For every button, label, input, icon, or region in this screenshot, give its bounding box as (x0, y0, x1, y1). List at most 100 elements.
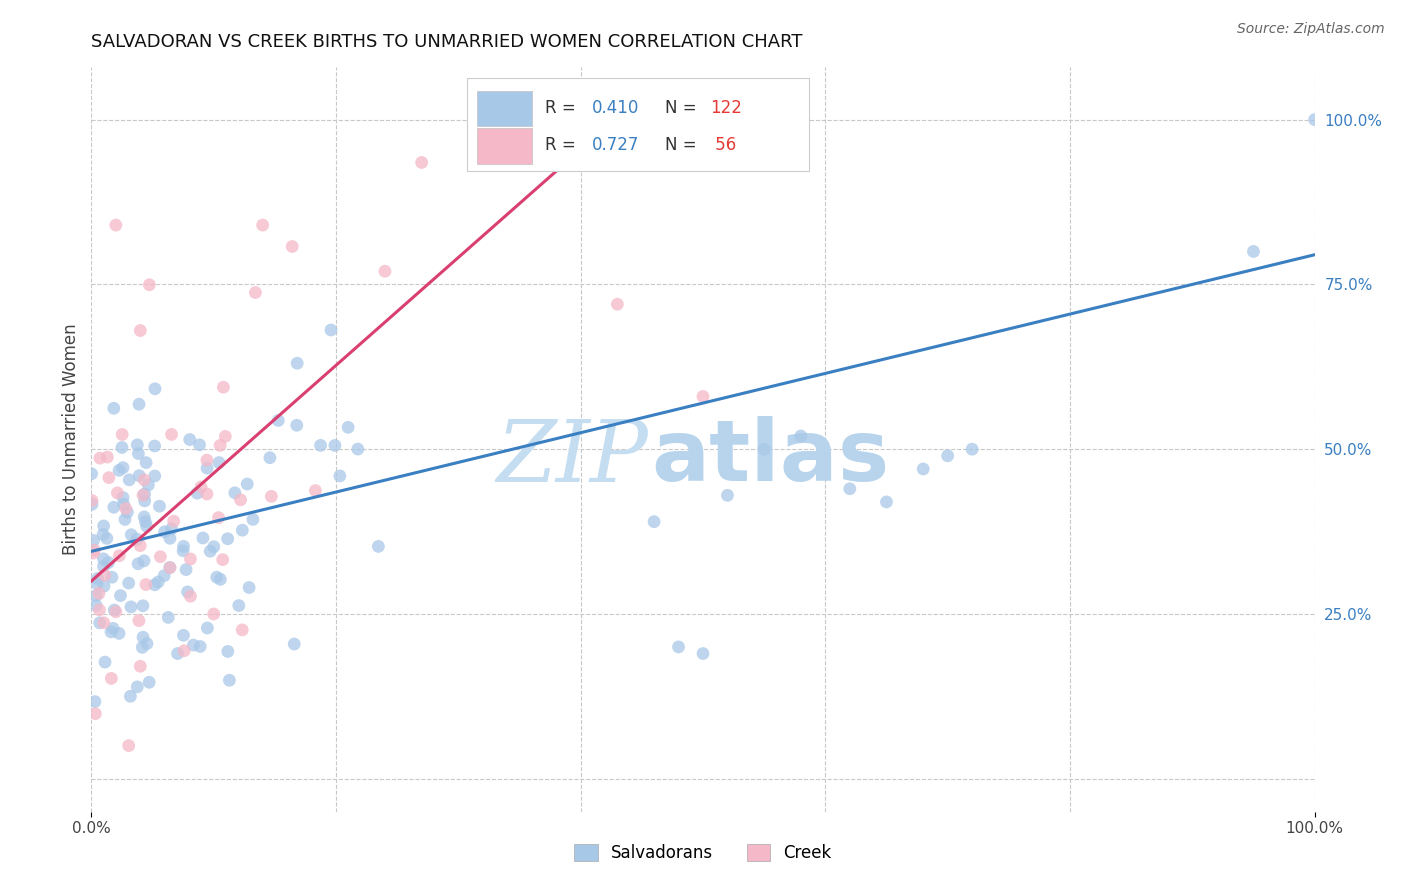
Point (94, 655, 117, 669)
Point (143, 578, 166, 592)
Point (129, 539, 152, 553)
Point (129, 324, 152, 338)
Text: ZIP: ZIP (496, 417, 648, 500)
Text: 0.410: 0.410 (592, 99, 640, 117)
Point (97, 556, 120, 570)
Text: SALVADORAN VS CREEK BIRTHS TO UNMARRIED WOMEN CORRELATION CHART: SALVADORAN VS CREEK BIRTHS TO UNMARRIED … (91, 34, 803, 52)
Point (91, 527, 114, 541)
Point (179, 552, 201, 566)
Point (104, 218, 127, 232)
Point (1243, 244, 1265, 259)
Point (135, 577, 157, 591)
Point (205, 570, 228, 584)
Point (153, 568, 176, 582)
FancyBboxPatch shape (467, 78, 810, 171)
Point (217, 644, 239, 658)
Point (285, 356, 308, 370)
Point (163, 514, 186, 528)
Point (200, 544, 222, 558)
Point (285, 418, 308, 433)
Point (267, 413, 290, 427)
Point (875, 495, 898, 509)
Point (323, 438, 346, 452)
Point (838, 482, 860, 496)
Point (173, 540, 195, 554)
Point (120, 599, 142, 614)
Point (754, 442, 776, 457)
Point (283, 637, 305, 651)
Text: atlas: atlas (651, 417, 890, 500)
Point (191, 531, 214, 545)
Point (188, 438, 211, 452)
Point (218, 673, 240, 688)
Point (111, 441, 134, 455)
Point (96, 532, 118, 546)
Point (89, 451, 111, 466)
Point (93, 579, 115, 593)
Point (207, 510, 229, 524)
Point (82, 546, 104, 560)
Point (716, 488, 738, 502)
Point (149, 549, 172, 564)
Point (108, 549, 131, 563)
Point (114, 501, 136, 516)
Point (692, 389, 714, 403)
Point (936, 449, 959, 463)
Point (135, 519, 157, 533)
Point (103, 500, 125, 515)
Point (111, 460, 134, 475)
Point (245, 285, 267, 300)
Point (337, 420, 360, 434)
Point (131, 640, 153, 655)
Point (135, 456, 157, 470)
Point (83, 533, 105, 548)
Point (134, 493, 156, 508)
Point (127, 680, 149, 694)
Point (166, 647, 188, 661)
Point (160, 522, 183, 536)
Point (129, 659, 152, 673)
Point (173, 644, 195, 658)
Point (93, 551, 115, 566)
Point (912, 462, 935, 476)
Point (211, 552, 233, 566)
Point (174, 563, 197, 577)
Point (159, 531, 181, 545)
Point (190, 480, 212, 494)
Point (236, 477, 259, 491)
Text: R =: R = (546, 136, 581, 154)
Point (159, 560, 181, 574)
FancyBboxPatch shape (477, 128, 531, 164)
Point (231, 623, 253, 637)
Point (160, 427, 183, 442)
Point (367, 540, 389, 554)
Point (411, 155, 433, 169)
Point (319, 323, 342, 337)
Point (195, 461, 218, 475)
Point (84, 706, 107, 721)
Point (117, 505, 139, 519)
Point (471, 155, 494, 169)
Point (132, 554, 155, 568)
Point (138, 675, 160, 690)
Point (107, 486, 129, 500)
Point (111, 491, 134, 505)
Point (128, 397, 150, 411)
Y-axis label: Births to Unmarried Women: Births to Unmarried Women (62, 324, 80, 555)
Point (103, 603, 125, 617)
Point (208, 456, 231, 470)
Point (179, 433, 201, 447)
Point (86, 577, 108, 591)
Point (120, 690, 142, 704)
Point (209, 572, 232, 586)
Point (143, 469, 166, 483)
Point (212, 380, 235, 394)
Point (87, 586, 110, 600)
Point (229, 492, 252, 507)
Point (103, 401, 125, 416)
Point (97, 470, 120, 484)
Point (128, 614, 150, 628)
Point (692, 647, 714, 661)
Point (111, 427, 134, 442)
Point (546, 155, 568, 169)
